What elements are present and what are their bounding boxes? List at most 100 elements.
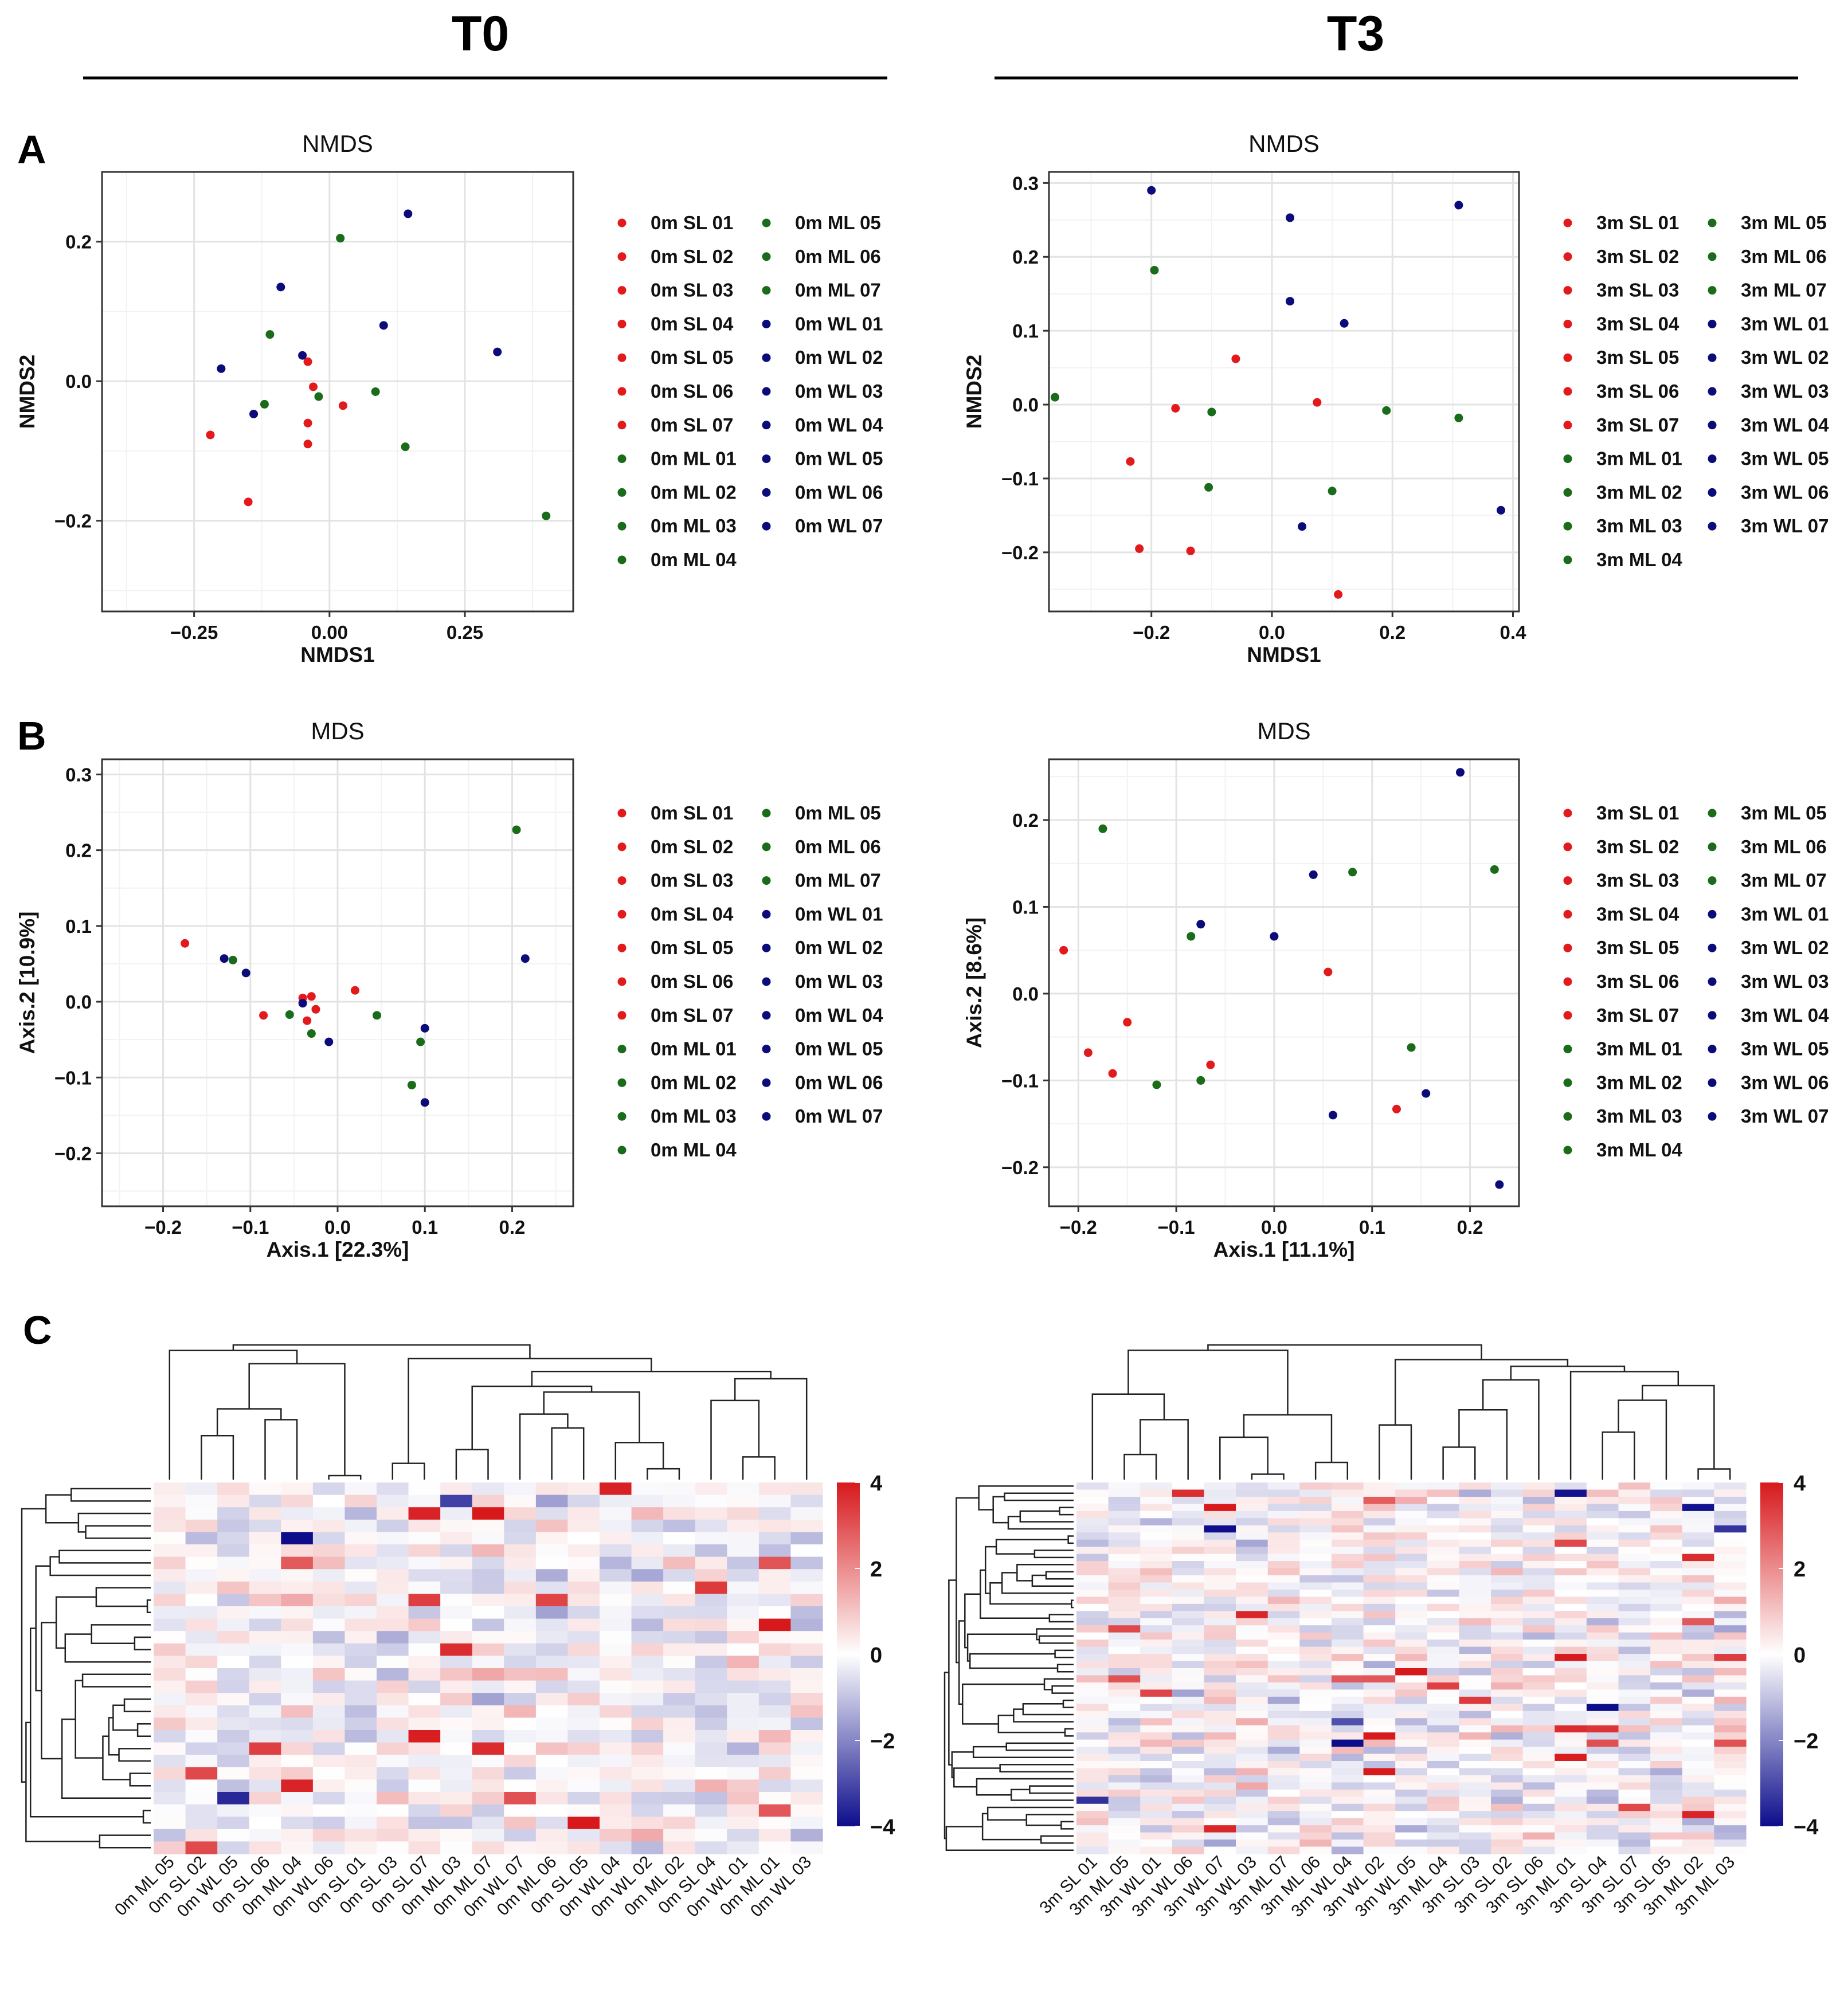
legend-label: 0m SL 06 [651, 971, 733, 992]
heatmap-cell [535, 1581, 569, 1594]
heatmap-cell [1459, 1525, 1491, 1533]
heatmap-cell [758, 1841, 792, 1854]
heatmap-cell [1714, 1803, 1747, 1811]
heatmap-cell [631, 1643, 664, 1656]
heatmap-cell [472, 1680, 504, 1693]
legend-label: 3m SL 01 [1596, 212, 1679, 233]
heatmap-cell [758, 1482, 792, 1496]
colorbar-tick-label: 0 [1794, 1644, 1806, 1668]
row-dendrogram-branch [108, 1717, 119, 1756]
heatmap-cell [1522, 1668, 1555, 1676]
heatmap-cell [1395, 1589, 1428, 1597]
heatmap-cell [1682, 1504, 1714, 1512]
heatmap-cell [1108, 1725, 1141, 1733]
heatmap-cell [1427, 1561, 1460, 1569]
heatmap-cell [1236, 1511, 1269, 1519]
heatmap-cell [600, 1668, 632, 1681]
heatmap-cell [727, 1581, 759, 1594]
row-dendrogram-branch [1005, 1742, 1074, 1751]
heatmap-cell [1076, 1696, 1109, 1704]
heatmap-cell [1395, 1489, 1428, 1497]
heatmap-cell [1395, 1789, 1428, 1797]
heatmap-cell [1395, 1747, 1428, 1755]
heatmap-cell [1172, 1625, 1205, 1633]
heatmap-cell [1236, 1575, 1269, 1583]
heatmap-cell [1522, 1689, 1555, 1697]
heatmap-cell [217, 1705, 250, 1718]
legend-key-sl [617, 842, 627, 852]
heatmap-cell [1267, 1668, 1300, 1676]
heatmap-cell [1555, 1597, 1587, 1605]
heatmap-cell [377, 1755, 409, 1768]
heatmap-cell [1331, 1603, 1364, 1611]
legend-label: 3m WL 03 [1741, 971, 1829, 992]
heatmap-cell [1650, 1632, 1683, 1640]
heatmap-cell [1140, 1754, 1173, 1762]
heatmap-cell [1140, 1603, 1173, 1611]
legend-key-wl [1708, 943, 1717, 952]
heatmap-cell [695, 1841, 727, 1854]
heatmap-cell [535, 1643, 569, 1656]
heatmap-cell [1618, 1539, 1651, 1547]
heatmap-cell [727, 1507, 759, 1520]
heatmap-cell [1172, 1739, 1205, 1747]
heatmap-cell [727, 1792, 759, 1805]
heatmap-cell [1267, 1811, 1300, 1819]
legend-key-sl [617, 218, 627, 228]
heatmap-cell [1522, 1582, 1555, 1590]
heatmap-cell [1714, 1539, 1747, 1547]
heatmap-cell [1236, 1797, 1269, 1805]
heatmap-cell [1076, 1496, 1109, 1504]
legend-label: 3m ML 07 [1741, 280, 1827, 301]
heatmap-cell [567, 1519, 600, 1532]
x-axis-label: NMDS1 [1247, 643, 1321, 666]
point-ml [1152, 1080, 1161, 1089]
heatmap-cell [1363, 1618, 1396, 1626]
heatmap-cell [1491, 1582, 1524, 1590]
heatmap-cell [1650, 1668, 1683, 1676]
heatmap-cell [1459, 1575, 1491, 1583]
heatmap-cell [1299, 1547, 1332, 1555]
heatmap-cell [600, 1693, 632, 1706]
heatmap-cell [1427, 1732, 1460, 1740]
heatmap-cell [790, 1705, 823, 1718]
heatmap-cell [1618, 1554, 1651, 1562]
row-dendrogram-branch [962, 1683, 1045, 1725]
heatmap-cell [504, 1705, 537, 1718]
heatmap-cell [1172, 1640, 1205, 1648]
heatmap-cell [312, 1569, 346, 1582]
heatmap-cell [1618, 1504, 1651, 1512]
row-dendrogram-branch [1033, 1550, 1074, 1559]
heatmap-cell [535, 1519, 569, 1532]
heatmap-cell [1618, 1611, 1651, 1619]
heatmap-cell [1076, 1818, 1109, 1826]
heatmap-cell [1204, 1718, 1236, 1726]
heatmap-cell [1172, 1675, 1205, 1683]
heatmap-cell [281, 1730, 314, 1743]
heatmap-cell [1267, 1511, 1300, 1519]
heatmap-cell [281, 1594, 314, 1607]
heatmap-cell [217, 1594, 250, 1607]
heatmap-cell [1459, 1696, 1491, 1704]
row-dendrogram-branch [1070, 1599, 1074, 1609]
heatmap-cell [1267, 1568, 1300, 1576]
heatmap-cell [344, 1532, 377, 1545]
heatmap-cell [695, 1693, 727, 1706]
legend-label: 0m SL 07 [651, 414, 733, 436]
heatmap-cell [1140, 1525, 1173, 1533]
heatmap-cell [1491, 1739, 1524, 1747]
heatmap-cell [1204, 1811, 1236, 1819]
heatmap-cell [567, 1643, 600, 1656]
heatmap-cell [1459, 1646, 1491, 1654]
heatmap-cell [1459, 1496, 1491, 1504]
legend-label: 3m WL 02 [1741, 937, 1829, 958]
heatmap-cell [472, 1730, 504, 1743]
heatmap-cell [1076, 1739, 1109, 1747]
heatmap-cell [1267, 1597, 1300, 1605]
heatmap-cell [1586, 1518, 1619, 1526]
heatmap-cell [758, 1606, 792, 1619]
legend-label: 3m WL 03 [1741, 381, 1829, 402]
heatmap-cell [312, 1742, 346, 1755]
heatmap-cell [1714, 1618, 1747, 1626]
heatmap-cell [631, 1618, 664, 1631]
